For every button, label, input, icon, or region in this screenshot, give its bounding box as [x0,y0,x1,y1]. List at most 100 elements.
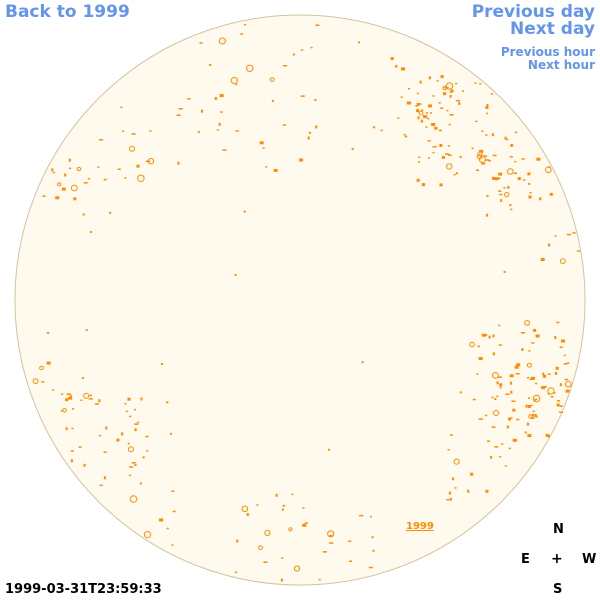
event-marker [458,102,461,105]
event-marker [559,383,562,387]
next-day-link[interactable]: Next day [510,19,595,39]
event-marker [553,392,556,394]
event-marker [371,536,374,539]
event-marker [219,94,224,98]
compass-east: E [521,552,530,567]
event-marker [534,398,538,401]
event-marker [416,178,420,182]
event-marker [420,119,423,123]
event-marker [98,399,101,403]
event-marker [328,448,330,451]
event-marker [447,154,452,156]
event-marker [222,149,227,151]
event-marker [514,160,517,163]
event-marker [72,408,75,410]
event-marker [527,422,529,426]
event-marker [161,363,163,366]
event-marker [486,194,489,197]
event-marker [506,138,509,141]
event-marker [535,415,538,418]
event-marker [504,192,510,198]
next-hour-link[interactable]: Next hour [527,58,595,72]
event-marker [452,477,455,481]
event-marker [400,96,403,98]
event-marker [509,156,513,158]
event-marker [455,82,458,85]
event-marker [496,395,499,398]
event-marker [140,397,143,401]
event-marker [446,499,450,501]
event-marker [506,425,509,429]
event-marker [487,159,491,162]
event-marker [545,433,549,437]
event-marker [129,495,138,503]
event-marker [166,527,169,530]
event-marker [459,155,462,158]
event-marker [511,400,516,402]
event-marker [169,432,172,435]
event-marker [485,414,488,417]
event-marker [540,258,545,261]
event-marker [514,365,519,369]
event-marker [447,449,450,451]
event-marker [436,80,439,82]
event-marker [481,333,486,337]
event-marker [497,376,502,378]
event-marker [428,76,431,80]
event-marker [171,544,174,546]
event-marker [509,381,512,385]
event-marker [534,413,537,417]
event-marker [187,98,191,100]
event-marker [236,539,239,543]
event-marker [32,378,39,385]
event-marker [532,413,535,417]
back-to-year-link[interactable]: Back to 1999 [5,2,130,22]
previous-day-link[interactable]: Previous day [471,2,595,22]
event-marker [66,393,69,395]
event-marker [99,484,103,487]
event-marker [90,231,93,233]
event-marker [307,136,310,140]
event-marker [70,459,73,463]
event-marker [214,97,217,100]
event-marker [556,321,560,324]
event-marker [427,117,430,120]
event-marker [425,112,428,114]
event-marker [417,116,420,120]
compass-west: W [582,552,597,567]
event-marker [483,155,488,157]
previous-hour-link[interactable]: Previous hour [500,45,595,59]
event-marker [499,456,502,458]
event-marker [487,440,491,442]
event-marker [262,147,265,149]
event-marker [470,472,474,476]
event-marker [547,387,555,395]
event-marker [416,92,419,95]
event-marker [258,545,263,551]
event-marker [498,324,501,327]
event-marker [159,518,163,522]
event-marker [516,418,520,421]
event-marker [117,168,121,170]
event-marker [485,489,489,493]
event-marker [129,145,135,152]
event-marker [105,426,108,430]
event-marker [348,540,352,542]
event-marker [240,33,243,36]
event-marker [486,112,489,115]
event-marker [372,549,375,552]
event-marker [509,204,512,207]
event-marker [68,396,73,400]
year-label-link[interactable]: 1999 [406,521,434,532]
event-marker [302,507,305,509]
event-marker [275,493,278,497]
event-marker [431,122,436,126]
compass-south: S [553,582,563,597]
event-marker [532,410,535,412]
event-marker [127,397,131,401]
event-marker [129,415,132,418]
event-marker [418,161,420,163]
event-marker [449,94,452,98]
event-marker [134,408,136,411]
